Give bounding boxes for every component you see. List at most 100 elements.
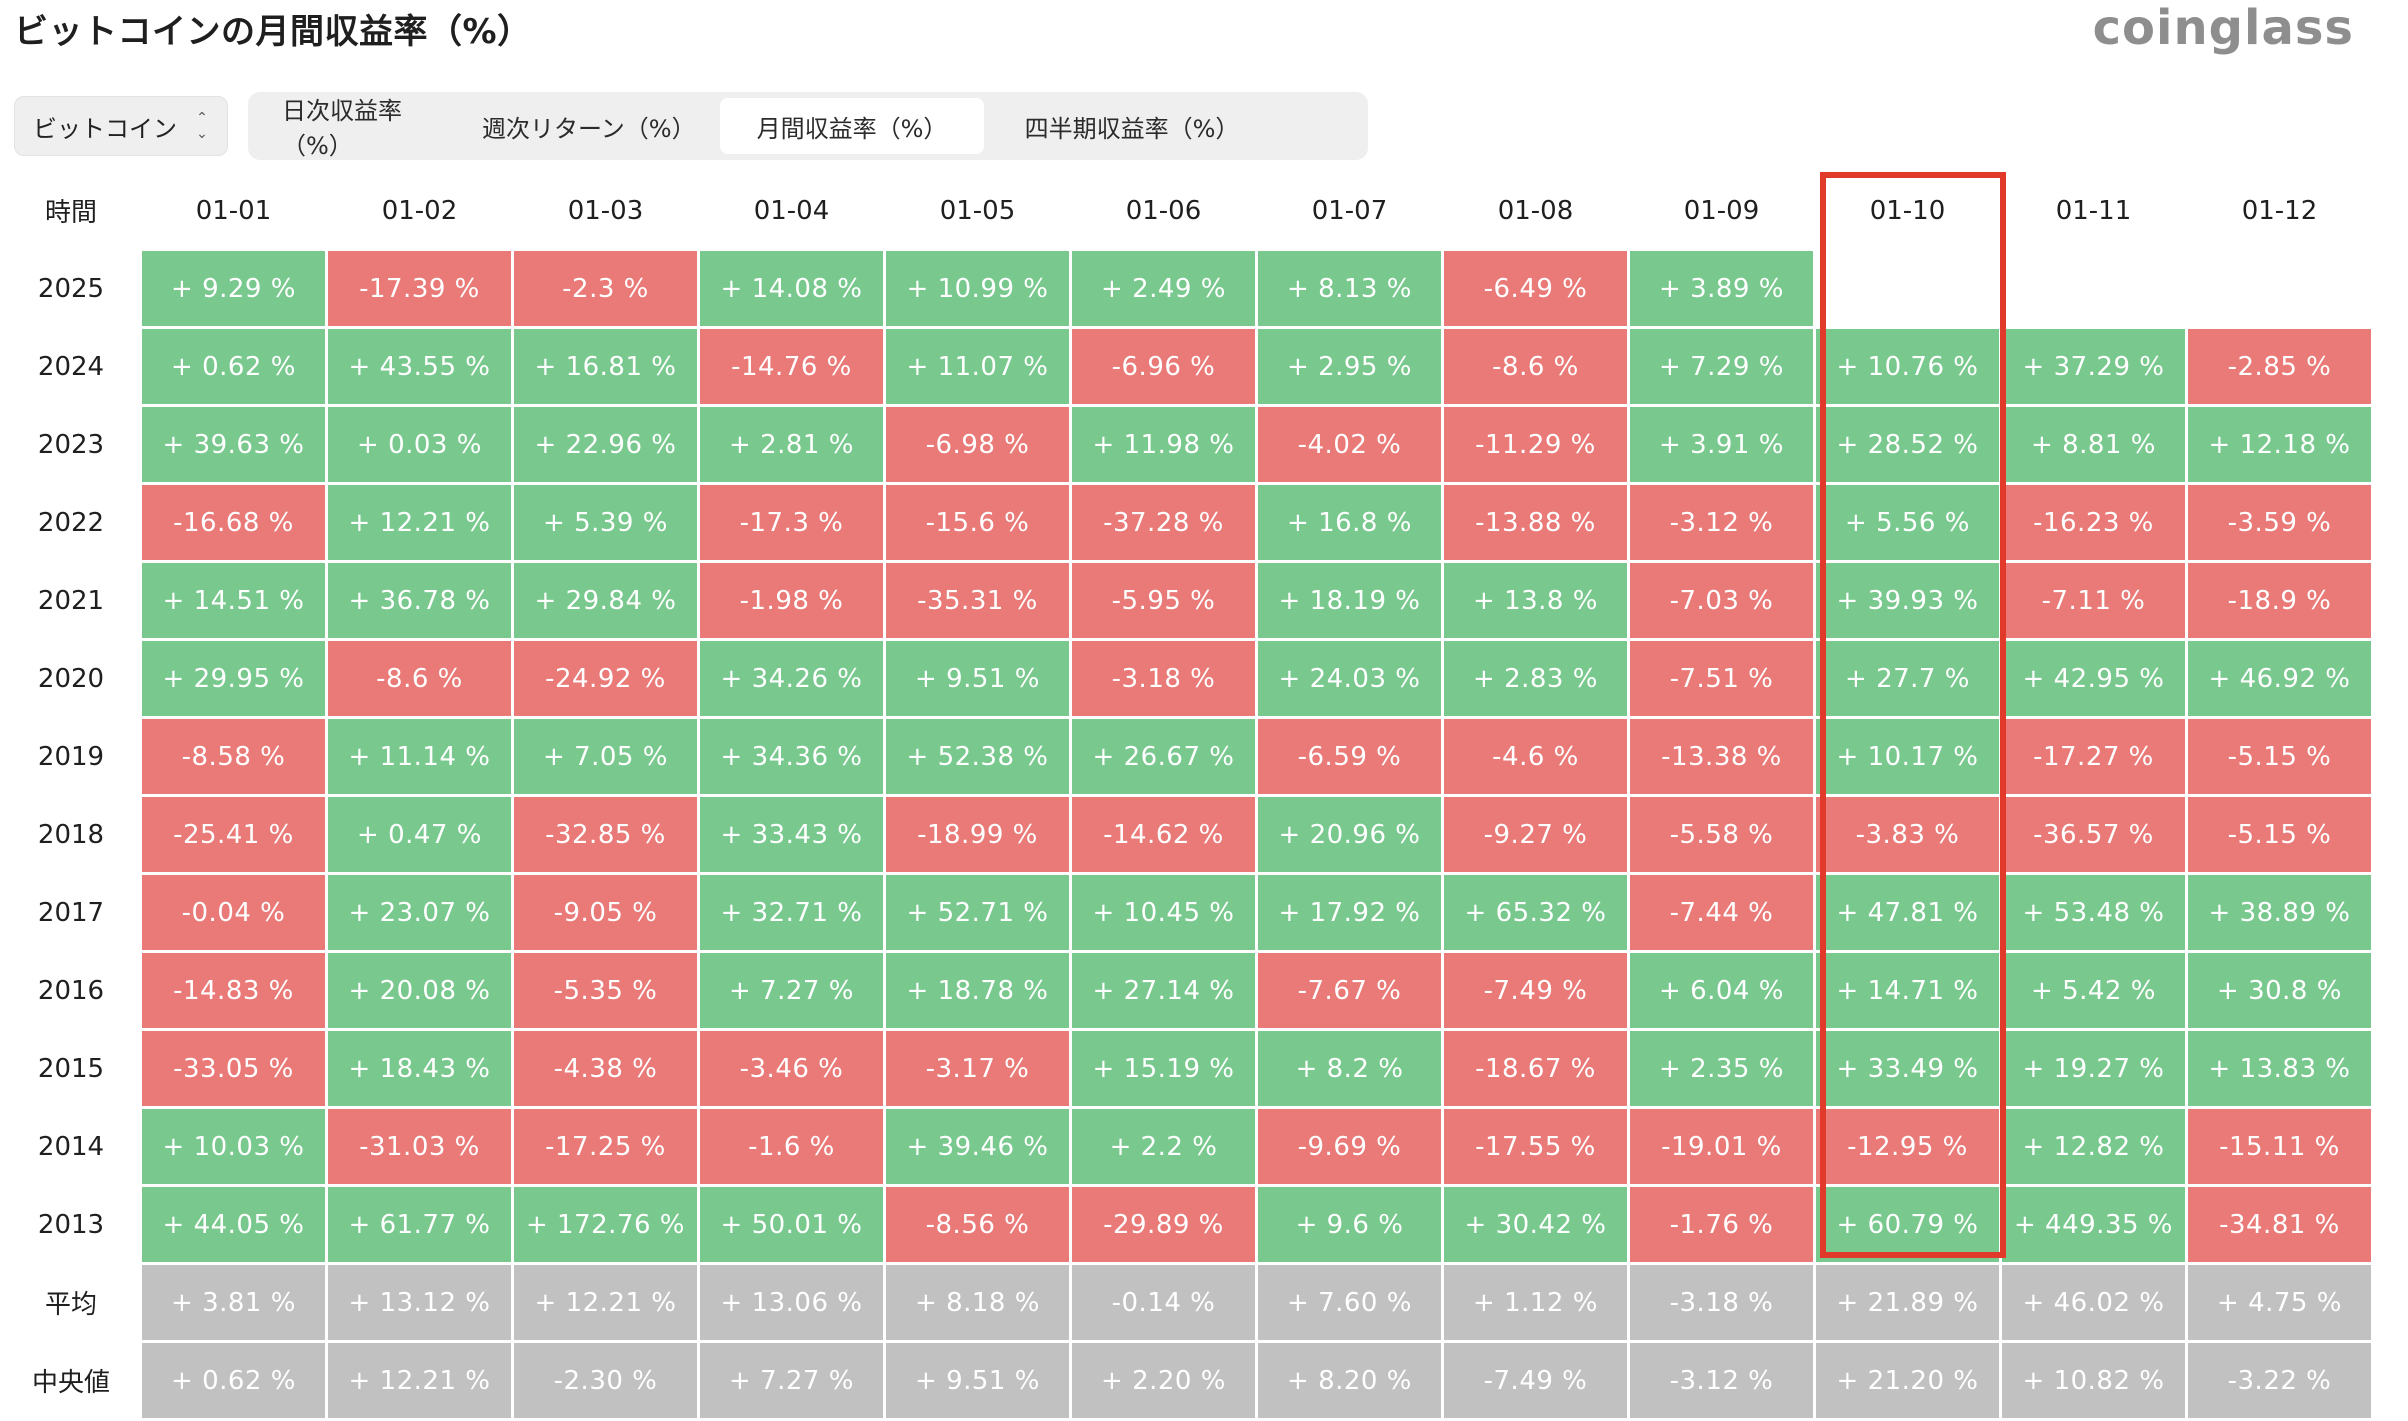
table-cell: + 12.21 %	[328, 485, 511, 560]
table-cell: + 29.95 %	[142, 641, 325, 716]
table-cell: + 7.27 %	[700, 1343, 883, 1418]
row-label: 2013	[37, 1209, 105, 1240]
table-cell: + 18.19 %	[1258, 563, 1441, 638]
table-cell: -8.58 %	[142, 719, 325, 794]
tab-daily[interactable]: 日次収益率（%）	[282, 97, 402, 160]
table-cell: -1.6 %	[700, 1109, 883, 1184]
table-cell: + 42.95 %	[2002, 641, 2185, 716]
tab-monthly[interactable]: 月間収益率（%）	[720, 98, 984, 154]
table-cell: + 2.95 %	[1258, 329, 1441, 404]
month-header: 01-01	[195, 195, 272, 226]
table-cell: -2.3 %	[514, 251, 697, 326]
table-cell: -16.68 %	[142, 485, 325, 560]
table-cell: + 10.03 %	[142, 1109, 325, 1184]
table-row: 2017 -0.04 % + 23.07 % -9.05 % + 32.71 % + 52…	[3, 875, 2371, 950]
table-cell: -8.6 %	[1444, 329, 1627, 404]
table-cell: + 10.99 %	[886, 251, 1069, 326]
month-header: 01-06	[1125, 195, 1202, 226]
table-cell: + 65.32 %	[1444, 875, 1627, 950]
table-cell: -5.95 %	[1072, 563, 1255, 638]
stat-row: 平均 + 3.81 % + 13.12 % + 12.21 % + 13.06 % + 8…	[3, 1265, 2371, 1340]
period-tabs: 日次収益率（%） 週次リターン（%） 月間収益率（%） 四半期収益率（%）	[248, 92, 1368, 160]
table-row: 2015 -33.05 % + 18.43 % -4.38 % -3.46 % -3.17…	[3, 1031, 2371, 1106]
table-cell: + 39.46 %	[886, 1109, 1069, 1184]
table-row: 2024 + 0.62 % + 43.55 % + 16.81 % -14.76 % + …	[3, 329, 2371, 404]
table-cell: -8.6 %	[328, 641, 511, 716]
table-row: 2019 -8.58 % + 11.14 % + 7.05 % + 34.36 % + 5…	[3, 719, 2371, 794]
table-cell: -13.88 %	[1444, 485, 1627, 560]
table-cell: -4.02 %	[1258, 407, 1441, 482]
table-cell: + 5.56 %	[1816, 485, 1999, 560]
table-cell: + 14.08 %	[700, 251, 883, 326]
table-cell: + 7.29 %	[1630, 329, 1813, 404]
table-cell: -17.55 %	[1444, 1109, 1627, 1184]
table-cell: -7.49 %	[1444, 953, 1627, 1028]
table-cell: -7.44 %	[1630, 875, 1813, 950]
table-cell: -25.41 %	[142, 797, 325, 872]
table-cell: -6.59 %	[1258, 719, 1441, 794]
table-cell: -5.15 %	[2188, 719, 2371, 794]
table-cell: + 7.27 %	[700, 953, 883, 1028]
table-cell: -6.98 %	[886, 407, 1069, 482]
table-cell: + 29.84 %	[514, 563, 697, 638]
table-cell: + 39.93 %	[1816, 563, 1999, 638]
table-cell: -32.85 %	[514, 797, 697, 872]
table-cell: + 2.20 %	[1072, 1343, 1255, 1418]
table-row: 2025 + 9.29 % -17.39 % -2.3 % + 14.08 % + 10.…	[3, 251, 2371, 326]
month-header: 01-05	[939, 195, 1016, 226]
table-cell: -18.9 %	[2188, 563, 2371, 638]
table-cell: -17.25 %	[514, 1109, 697, 1184]
table-cell: + 0.62 %	[142, 329, 325, 404]
table-row: 2014 + 10.03 % -31.03 % -17.25 % -1.6 % + 39.…	[3, 1109, 2371, 1184]
table-cell: -9.05 %	[514, 875, 697, 950]
table-cell: + 0.47 %	[328, 797, 511, 872]
tab-quarterly[interactable]: 四半期収益率（%）	[1024, 114, 1240, 143]
table-row: 2023 + 39.63 % + 0.03 % + 22.96 % + 2.81 % -6…	[3, 407, 2371, 482]
table-row: 2013 + 44.05 % + 61.77 % + 172.76 % + 50.01 …	[3, 1187, 2371, 1262]
coin-select-value: ビットコイン	[33, 114, 177, 143]
table-cell: -8.56 %	[886, 1187, 1069, 1262]
table-cell: + 12.21 %	[514, 1265, 697, 1340]
table-cell: + 0.03 %	[328, 407, 511, 482]
table-cell: + 30.42 %	[1444, 1187, 1627, 1262]
table-header-row: 時間 01-01 01-02 01-03 01-04 01-05 01-06 01-07 01…	[3, 173, 2371, 248]
row-label: 2020	[37, 663, 105, 694]
row-label: 2016	[37, 975, 105, 1006]
table-cell: -7.11 %	[2002, 563, 2185, 638]
table-row: 2022 -16.68 % + 12.21 % + 5.39 % -17.3 % -15.…	[3, 485, 2371, 560]
row-label: 平均	[44, 1290, 97, 1320]
row-label: 2014	[37, 1131, 105, 1162]
table-cell: + 10.76 %	[1816, 329, 1999, 404]
table-cell: + 11.98 %	[1072, 407, 1255, 482]
table-cell: + 36.78 %	[328, 563, 511, 638]
table-row: 2020 + 29.95 % -8.6 % -24.92 % + 34.26 % + 9.…	[3, 641, 2371, 716]
tab-weekly[interactable]: 週次リターン（%）	[482, 114, 696, 143]
table-cell: + 6.04 %	[1630, 953, 1813, 1028]
table-cell: -7.67 %	[1258, 953, 1441, 1028]
table-cell: + 38.89 %	[2188, 875, 2371, 950]
table-cell: + 26.67 %	[1072, 719, 1255, 794]
table-cell: + 12.18 %	[2188, 407, 2371, 482]
table-cell: + 53.48 %	[2002, 875, 2185, 950]
table-cell: -29.89 %	[1072, 1187, 1255, 1262]
table-cell: + 46.92 %	[2188, 641, 2371, 716]
month-header: 01-09	[1683, 195, 1760, 226]
table-row: 2021 + 14.51 % + 36.78 % + 29.84 % -1.98 % -3…	[3, 563, 2371, 638]
table-cell: -31.03 %	[328, 1109, 511, 1184]
table-cell: -18.67 %	[1444, 1031, 1627, 1106]
row-label: 中央値	[31, 1368, 110, 1398]
table-cell: -14.83 %	[142, 953, 325, 1028]
table-cell: -0.14 %	[1072, 1265, 1255, 1340]
row-label: 2017	[37, 897, 105, 928]
coin-select[interactable]: ビットコイン ⌃ ⌄	[14, 96, 228, 156]
table-cell: -15.6 %	[886, 485, 1069, 560]
table-cell: -3.18 %	[1630, 1265, 1813, 1340]
table-cell: -3.59 %	[2188, 485, 2371, 560]
table-cell: + 24.03 %	[1258, 641, 1441, 716]
row-label: 2024	[37, 351, 105, 382]
table-cell: + 16.81 %	[514, 329, 697, 404]
table-cell: -1.98 %	[700, 563, 883, 638]
chevron-updown-icon: ⌃ ⌄	[196, 110, 208, 142]
table-cell: -17.39 %	[328, 251, 511, 326]
month-header: 01-02	[381, 195, 458, 226]
